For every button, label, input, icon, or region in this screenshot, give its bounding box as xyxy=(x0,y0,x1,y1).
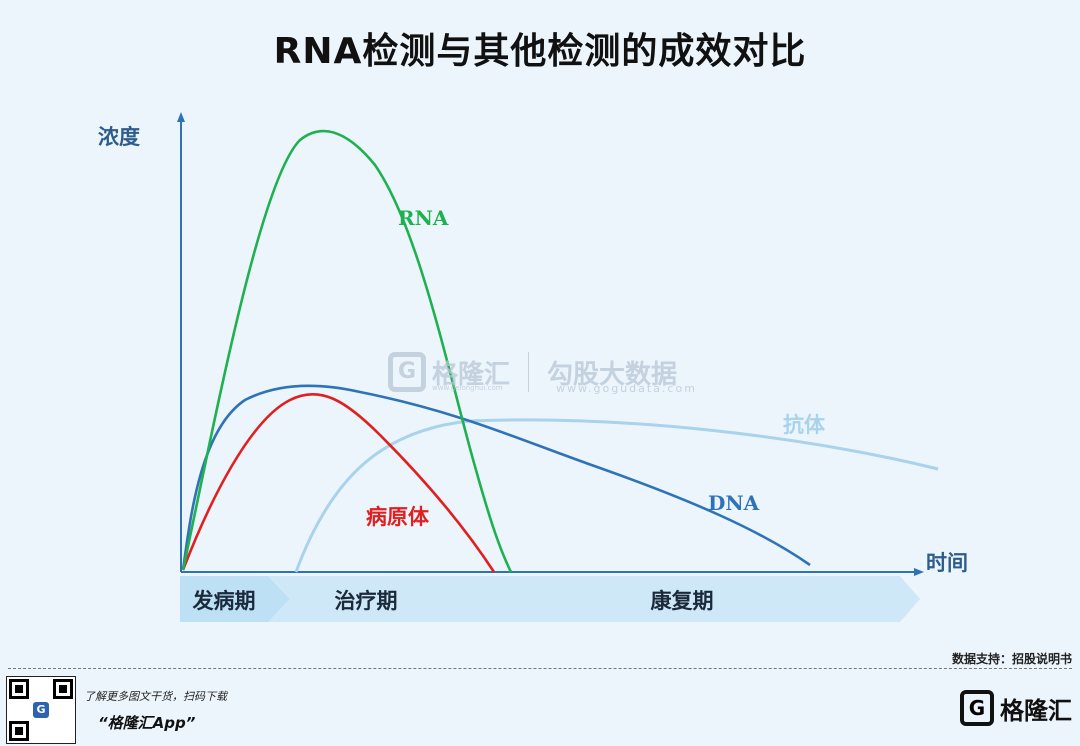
brand-logo: G 格隆汇 xyxy=(960,688,1072,728)
phase-label-onset: 发病期 xyxy=(192,589,256,613)
pathogen-label: 病原体 xyxy=(366,505,430,529)
phase-label-treatment: 治疗期 xyxy=(335,589,398,613)
rna-label: RNA xyxy=(398,206,449,230)
dna-curve xyxy=(181,384,811,571)
phase-treatment xyxy=(268,576,484,622)
phase-band: 发病期 治疗期 康复期 xyxy=(180,576,920,622)
brand-name: 格隆汇 xyxy=(1000,696,1072,725)
x-axis-arrow xyxy=(914,568,924,576)
qr-logo-icon: G xyxy=(33,702,49,718)
rna-curve xyxy=(181,129,513,573)
watermark-brand-site: www.gelonghui.com xyxy=(432,384,503,392)
watermark-divider xyxy=(528,352,530,392)
watermark: G 格隆汇 勾股大数据 www.gelonghui.com www.goguda… xyxy=(388,352,695,395)
watermark-logo-icon: G xyxy=(388,352,426,392)
qr-finder xyxy=(9,679,29,699)
qr-finder xyxy=(9,721,29,741)
watermark-partner-site: www.gogudata.com xyxy=(556,382,697,395)
x-axis-label: 时间 xyxy=(926,551,968,575)
promo-text: 了解更多图文干货，扫码下载 xyxy=(84,690,227,703)
antibody-label: 抗体 xyxy=(783,413,826,437)
phase-onset xyxy=(180,576,290,622)
watermark-brand: 格隆汇 xyxy=(432,359,511,390)
y-axis-arrow xyxy=(177,112,185,122)
watermark-partner: 勾股大数据 xyxy=(547,359,678,390)
qr-finder xyxy=(53,679,73,699)
antibody-curve xyxy=(294,418,939,573)
qr-code[interactable]: G xyxy=(6,676,76,744)
dna-label: DNA xyxy=(708,491,760,515)
data-source: 数据支持：招股说明书 xyxy=(951,652,1072,666)
axes: 浓度 时间 xyxy=(98,112,968,576)
phase-recovery xyxy=(462,576,920,622)
app-name: “格隆汇App” xyxy=(98,714,196,732)
footer-divider xyxy=(8,668,1072,669)
page-title: RNA检测与其他检测的成效对比 xyxy=(273,31,807,72)
pathogen-curve xyxy=(181,392,496,573)
brand-g-icon: G xyxy=(960,690,994,726)
y-axis-label: 浓度 xyxy=(98,125,140,149)
phase-label-recovery: 康复期 xyxy=(651,589,714,613)
